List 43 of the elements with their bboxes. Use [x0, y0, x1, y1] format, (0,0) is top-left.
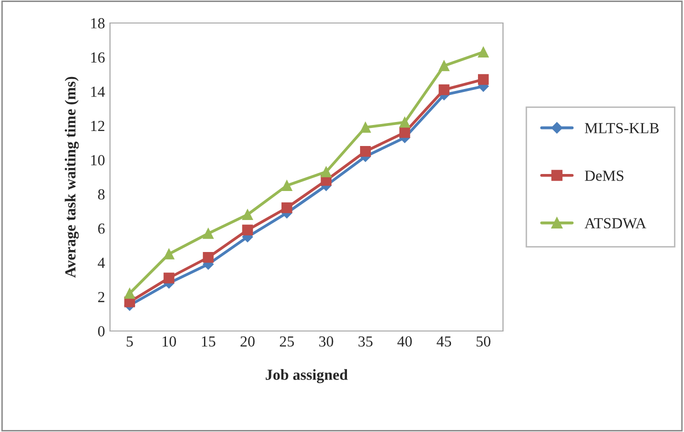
point	[360, 122, 371, 133]
y-tick-label: 6	[98, 224, 105, 234]
point	[164, 272, 174, 284]
x-tick-label: 45	[436, 336, 452, 347]
y-tick-label: 0	[98, 326, 105, 336]
y-tick-label: 16	[91, 52, 105, 63]
y-tick-label: 10	[91, 155, 105, 166]
point	[320, 166, 332, 178]
point	[399, 127, 410, 138]
point	[360, 146, 371, 157]
point	[438, 60, 450, 72]
y-tick-label: 4	[98, 258, 105, 268]
legend-label: DeMS	[584, 170, 624, 181]
point	[202, 252, 214, 263]
x-tick-label: 15	[202, 336, 216, 347]
point	[438, 84, 450, 96]
y-tick-label: 18	[91, 18, 105, 28]
y-tick-label: 2	[98, 292, 104, 302]
x-axis-title: Job assigned	[266, 369, 348, 384]
x-tick-label: 30	[319, 336, 334, 347]
x-tick-label: 25	[280, 336, 294, 347]
x-tick-label: 10	[162, 336, 176, 347]
point	[281, 180, 292, 191]
point	[124, 288, 136, 299]
x-tick-label: 35	[358, 336, 372, 347]
point	[202, 228, 214, 239]
point	[242, 209, 253, 220]
legend-label: MLTS-KLB	[584, 123, 659, 134]
x-tick-label: 40	[397, 336, 412, 347]
point	[478, 74, 489, 85]
point	[242, 224, 253, 236]
y-tick-label: 12	[91, 120, 104, 131]
point	[164, 248, 174, 260]
point	[399, 116, 410, 128]
y-tick-label: 8	[98, 189, 105, 200]
x-tick-label: 5	[126, 336, 133, 347]
y-tick-label: 14	[91, 86, 105, 97]
legend-label: ATSDWA	[584, 218, 646, 229]
point	[281, 202, 292, 214]
x-tick-label: 50	[476, 336, 490, 347]
point	[478, 46, 489, 58]
x-tick-label: 20	[240, 336, 255, 347]
y-axis-title: Average task waiting time (ms)	[64, 76, 79, 278]
